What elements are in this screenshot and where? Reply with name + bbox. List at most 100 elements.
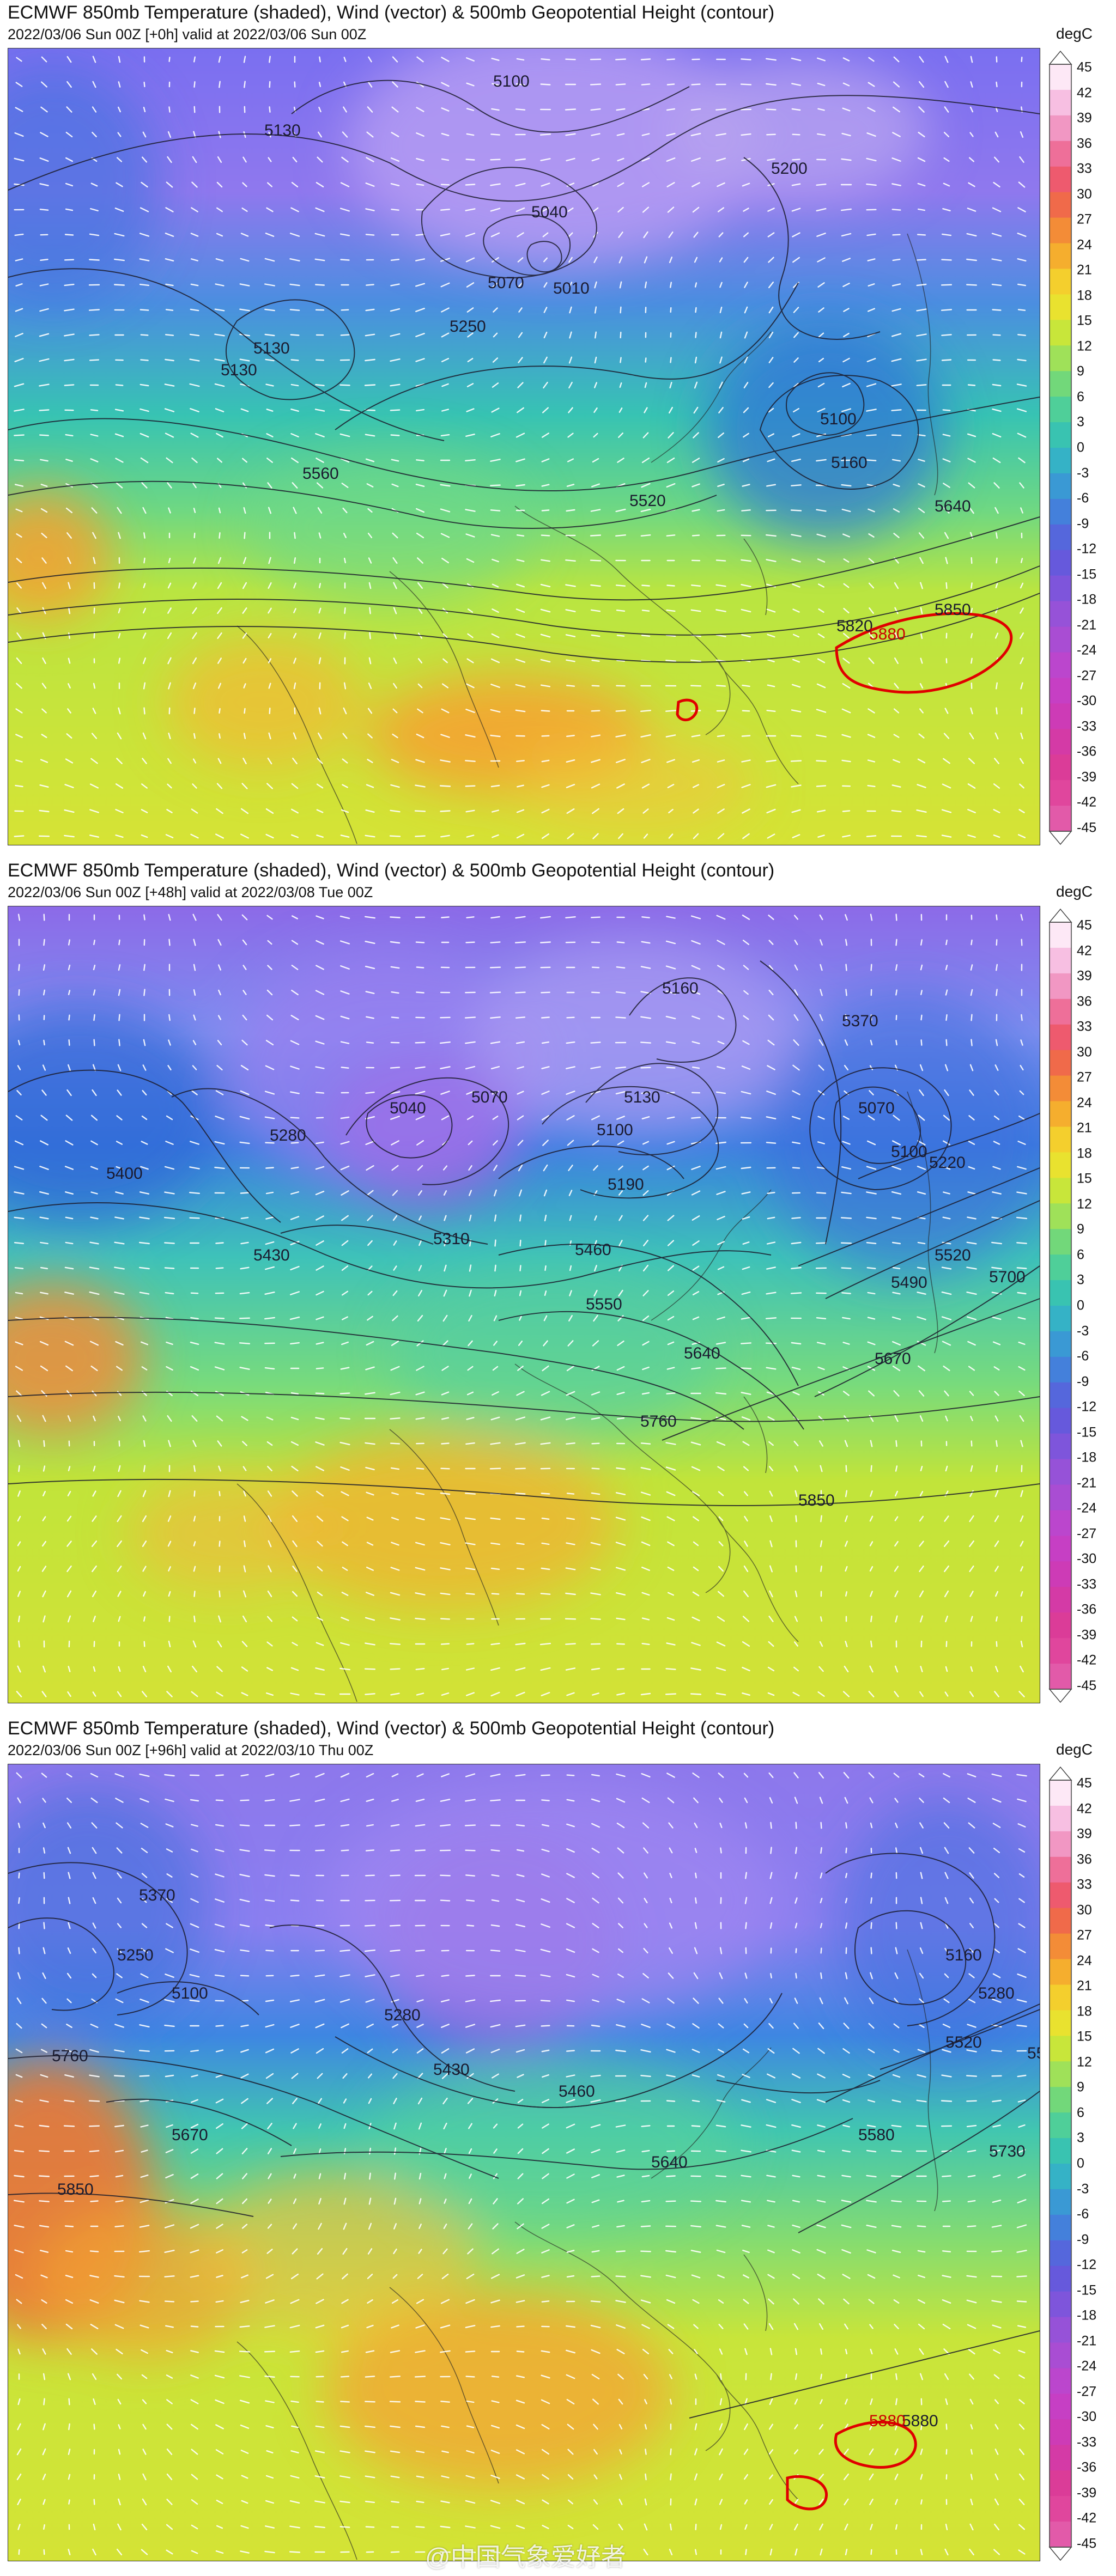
wind-arrow bbox=[665, 634, 676, 637]
wind-arrow bbox=[391, 759, 399, 763]
colorbar-swatch bbox=[1050, 1306, 1071, 1332]
wind-arrow bbox=[93, 1465, 96, 1472]
wind-arrow bbox=[892, 1266, 901, 1270]
wind-arrow bbox=[440, 1592, 451, 1595]
wind-arrow bbox=[741, 1416, 751, 1421]
wind-arrow bbox=[840, 208, 852, 211]
wind-arrow bbox=[165, 1317, 174, 1320]
wind-arrow bbox=[792, 608, 800, 613]
colorbar-swatch bbox=[1050, 1382, 1071, 1409]
wind-arrow bbox=[943, 182, 950, 187]
wind-arrow bbox=[743, 1466, 749, 1471]
colorbar-tick-label: 18 bbox=[1077, 288, 1092, 303]
wind-arrow bbox=[315, 1441, 325, 1446]
wind-arrow bbox=[265, 2475, 274, 2479]
height-contour bbox=[743, 157, 881, 340]
wind-arrow bbox=[314, 1692, 325, 1696]
wind-arrow bbox=[569, 306, 572, 314]
wind-arrow bbox=[414, 810, 426, 812]
wind-arrow bbox=[117, 507, 122, 514]
wind-arrow bbox=[694, 2349, 698, 2354]
wind-arrow bbox=[1016, 2250, 1027, 2253]
wind-arrow bbox=[365, 916, 375, 919]
wind-arrow bbox=[415, 2324, 425, 2329]
wind-arrow bbox=[817, 282, 825, 288]
wind-arrow bbox=[792, 407, 800, 413]
wind-arrow bbox=[692, 534, 700, 537]
wind-arrow bbox=[768, 1616, 774, 1622]
wind-arrow bbox=[691, 940, 701, 945]
wind-arrow bbox=[715, 584, 726, 587]
wind-arrow bbox=[364, 1668, 376, 1670]
wind-arrow bbox=[290, 433, 299, 437]
wind-arrow bbox=[793, 1666, 799, 1672]
wind-arrow bbox=[1020, 582, 1024, 589]
wind-arrow bbox=[919, 1540, 924, 1547]
wind-arrow bbox=[292, 1566, 298, 1572]
wind-arrow bbox=[743, 1590, 749, 1598]
wind-arrow bbox=[294, 557, 296, 564]
wind-arrow bbox=[40, 106, 48, 113]
wind-arrow bbox=[618, 2398, 623, 2405]
wind-arrow bbox=[742, 458, 750, 462]
wind-arrow bbox=[542, 2474, 549, 2480]
wind-arrow bbox=[391, 1773, 399, 1777]
wind-arrow bbox=[168, 1440, 171, 1447]
wind-arrow bbox=[342, 758, 348, 764]
wind-arrow bbox=[642, 206, 650, 213]
wind-arrow bbox=[264, 1899, 275, 1902]
wind-arrow bbox=[467, 1366, 474, 1371]
wind-arrow bbox=[1018, 1848, 1026, 1853]
wind-arrow bbox=[416, 1140, 424, 1146]
wind-arrow bbox=[469, 1264, 472, 1272]
wind-arrow bbox=[440, 1091, 450, 1095]
wind-arrow bbox=[165, 2199, 174, 2204]
wind-arrow bbox=[992, 408, 1002, 412]
wind-arrow bbox=[590, 916, 601, 918]
wind-arrow bbox=[16, 533, 22, 538]
wind-arrow bbox=[241, 1416, 248, 1421]
wind-arrow bbox=[92, 1089, 97, 1097]
wind-arrow bbox=[143, 1465, 146, 1472]
wind-arrow bbox=[565, 916, 576, 918]
wind-arrow bbox=[365, 434, 375, 437]
wind-arrow bbox=[515, 182, 526, 187]
wind-arrow bbox=[116, 2348, 123, 2355]
wind-arrow bbox=[791, 709, 802, 712]
wind-arrow bbox=[40, 1266, 48, 1270]
wind-arrow bbox=[142, 632, 147, 639]
wind-arrow bbox=[517, 232, 524, 237]
wind-arrow bbox=[466, 383, 474, 387]
wind-arrow bbox=[67, 557, 71, 564]
wind-arrow bbox=[468, 1140, 473, 1146]
wind-arrow bbox=[741, 784, 751, 788]
wind-arrow bbox=[241, 2098, 248, 2104]
wind-arrow bbox=[441, 916, 450, 918]
wind-arrow bbox=[269, 56, 271, 63]
wind-arrow bbox=[818, 357, 824, 363]
wind-arrow bbox=[919, 1089, 924, 1097]
wind-arrow bbox=[518, 357, 523, 363]
wind-arrow bbox=[541, 2249, 550, 2254]
wind-arrow bbox=[1017, 834, 1026, 838]
wind-arrow bbox=[894, 1490, 899, 1497]
wind-arrow bbox=[465, 1065, 476, 1070]
wind-arrow bbox=[540, 634, 551, 638]
wind-arrow bbox=[717, 734, 725, 738]
wind-arrow bbox=[66, 56, 72, 63]
wind-arrow bbox=[992, 1341, 1001, 1345]
wind-arrow bbox=[18, 964, 20, 971]
wind-arrow bbox=[665, 1417, 676, 1420]
wind-arrow bbox=[792, 1391, 800, 1396]
wind-arrow bbox=[142, 758, 147, 764]
wind-arrow bbox=[290, 1291, 300, 1295]
wind-arrow bbox=[794, 2523, 798, 2531]
wind-arrow bbox=[842, 2048, 850, 2054]
wind-arrow bbox=[816, 709, 827, 713]
contour-label: 5520 bbox=[945, 2033, 982, 2051]
wind-arrow bbox=[895, 2398, 898, 2406]
wind-arrow bbox=[941, 233, 952, 236]
colorbar-swatch bbox=[1050, 448, 1071, 474]
wind-arrow bbox=[992, 2175, 1001, 2178]
wind-arrow bbox=[168, 1566, 171, 1572]
